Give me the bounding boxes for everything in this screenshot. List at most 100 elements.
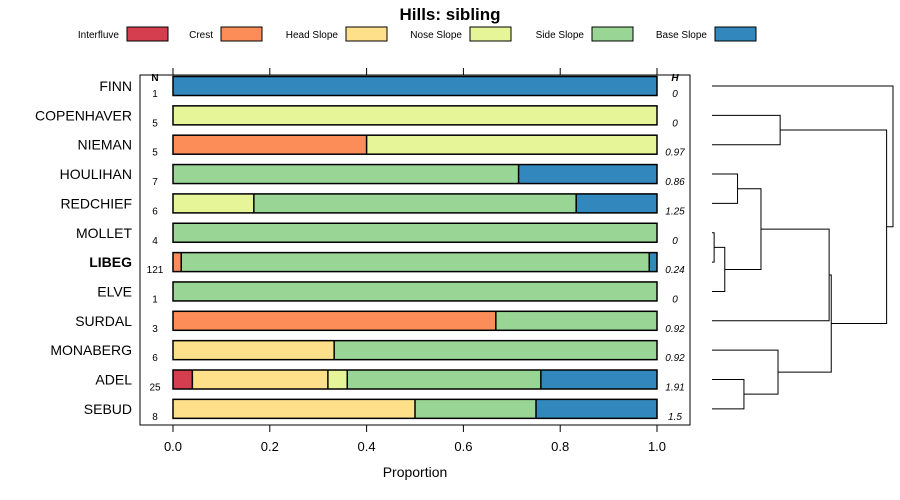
- x-axis: 0.0 0.2 0.4 0.6 0.8 1.0: [164, 425, 666, 454]
- row-h-value: 0.24: [665, 265, 685, 276]
- n-header: N: [151, 73, 158, 84]
- legend-label-5: Base Slope: [656, 30, 708, 41]
- legend-swatch-0: [126, 26, 169, 42]
- bar-outline: [172, 339, 658, 361]
- x-tick-label: 0.4: [358, 439, 376, 454]
- row-h-value: 0: [672, 294, 678, 305]
- bar-segment: [347, 370, 541, 389]
- row-n-value: 4: [152, 236, 158, 247]
- bar-segment: [173, 281, 657, 301]
- row-n-value: 1: [152, 294, 158, 305]
- legend: Interfluve Crest Head Slope Nose Slope Side …: [78, 26, 757, 42]
- bar-outline: [172, 105, 658, 126]
- row-n-value: 121: [147, 265, 164, 276]
- row-label: FINN: [99, 78, 132, 94]
- bar-outline: [172, 398, 658, 420]
- row-n-value: 6: [152, 353, 158, 364]
- bar-outline: [172, 163, 658, 185]
- h-header: H: [671, 73, 679, 84]
- row-label: SEBUD: [84, 401, 132, 417]
- dendrogram-link: [712, 173, 739, 204]
- row-label: HOULIHAN: [60, 166, 132, 182]
- bar-outline: [172, 281, 658, 302]
- bar-segment: [518, 164, 657, 184]
- x-tick-label: 0.2: [261, 439, 279, 454]
- x-tick-label: 1.0: [648, 439, 666, 454]
- bar-outline: [172, 75, 658, 97]
- dendrogram-link: [712, 228, 830, 322]
- dendrogram-link: [712, 232, 715, 263]
- row-n-value: 6: [152, 206, 158, 217]
- dendrogram-link: [780, 129, 888, 325]
- bar-segment: [253, 193, 577, 213]
- row-h-value: 0: [672, 236, 678, 247]
- legend-swatch-4: [591, 26, 634, 42]
- row-n-value: 5: [152, 118, 158, 129]
- row-n-value: 1: [152, 89, 158, 100]
- bar-segment: [495, 311, 657, 331]
- bar-segment: [173, 311, 496, 331]
- bar-outline: [172, 193, 658, 214]
- row-h-value: 0: [672, 89, 678, 100]
- bar-segment: [173, 252, 182, 272]
- dendrogram-link: [712, 379, 745, 410]
- bar-segment: [192, 370, 328, 389]
- row-n-value: 25: [149, 383, 161, 394]
- legend-swatch-1: [220, 26, 263, 42]
- dendrogram: [712, 85, 894, 410]
- row-h-value: 1.5: [668, 412, 682, 423]
- row-label: NIEMAN: [78, 137, 132, 153]
- bar-segment: [173, 76, 657, 96]
- bar-segment: [173, 193, 254, 213]
- legend-label-1: Crest: [189, 30, 213, 41]
- bar-segment: [173, 399, 415, 419]
- row-h-value: 0.92: [665, 324, 685, 335]
- bar-segment: [334, 340, 657, 360]
- bar-segment: [327, 370, 348, 389]
- x-axis-title: Proportion: [383, 464, 448, 480]
- bar-segment: [649, 252, 657, 272]
- bar-segment: [415, 399, 536, 419]
- bar-segment: [536, 399, 657, 419]
- bar-outline: [172, 369, 658, 390]
- bar-segment: [576, 193, 657, 213]
- row-label: REDCHIEF: [60, 195, 132, 211]
- bar-segment: [173, 340, 335, 360]
- bar-outline: [172, 222, 658, 243]
- row-n-value: 7: [152, 177, 158, 188]
- bar-segment: [173, 105, 657, 125]
- dendrogram-link: [712, 114, 781, 146]
- bar-segment: [173, 370, 193, 389]
- bar-segment: [173, 223, 657, 243]
- x-tick-label: 0.8: [551, 439, 569, 454]
- row-label: LIBEG: [89, 254, 132, 270]
- bar-segment: [181, 252, 650, 272]
- row-label: MOLLET: [76, 225, 132, 241]
- row-label: ELVE: [97, 283, 132, 299]
- row-h-value: 0.92: [665, 353, 685, 364]
- row-n-value: 8: [152, 412, 158, 423]
- row-label: MONABERG: [50, 342, 132, 358]
- bar-outline: [172, 251, 658, 273]
- plot-panel: [139, 74, 691, 426]
- row-label: ADEL: [95, 372, 132, 388]
- bar-outline: [172, 310, 658, 332]
- legend-label-0: Interfluve: [78, 30, 120, 41]
- row-h-value: 1.91: [665, 383, 684, 394]
- dendrogram-link: [712, 246, 726, 292]
- bar-outline: [172, 134, 658, 155]
- dendrogram-link: [712, 85, 894, 228]
- legend-label-2: Head Slope: [286, 30, 339, 41]
- row-label: SURDAL: [75, 313, 132, 329]
- legend-swatch-3: [469, 26, 512, 42]
- chart-title: Hills: sibling: [399, 5, 500, 24]
- bar-segment: [366, 135, 657, 155]
- legend-swatch-5: [714, 26, 757, 42]
- dendrogram-link: [778, 274, 832, 373]
- bar-segment: [173, 164, 519, 184]
- row-h-value: 0.97: [665, 148, 685, 159]
- dendrogram-link: [724, 188, 762, 270]
- bar-segment: [540, 370, 657, 389]
